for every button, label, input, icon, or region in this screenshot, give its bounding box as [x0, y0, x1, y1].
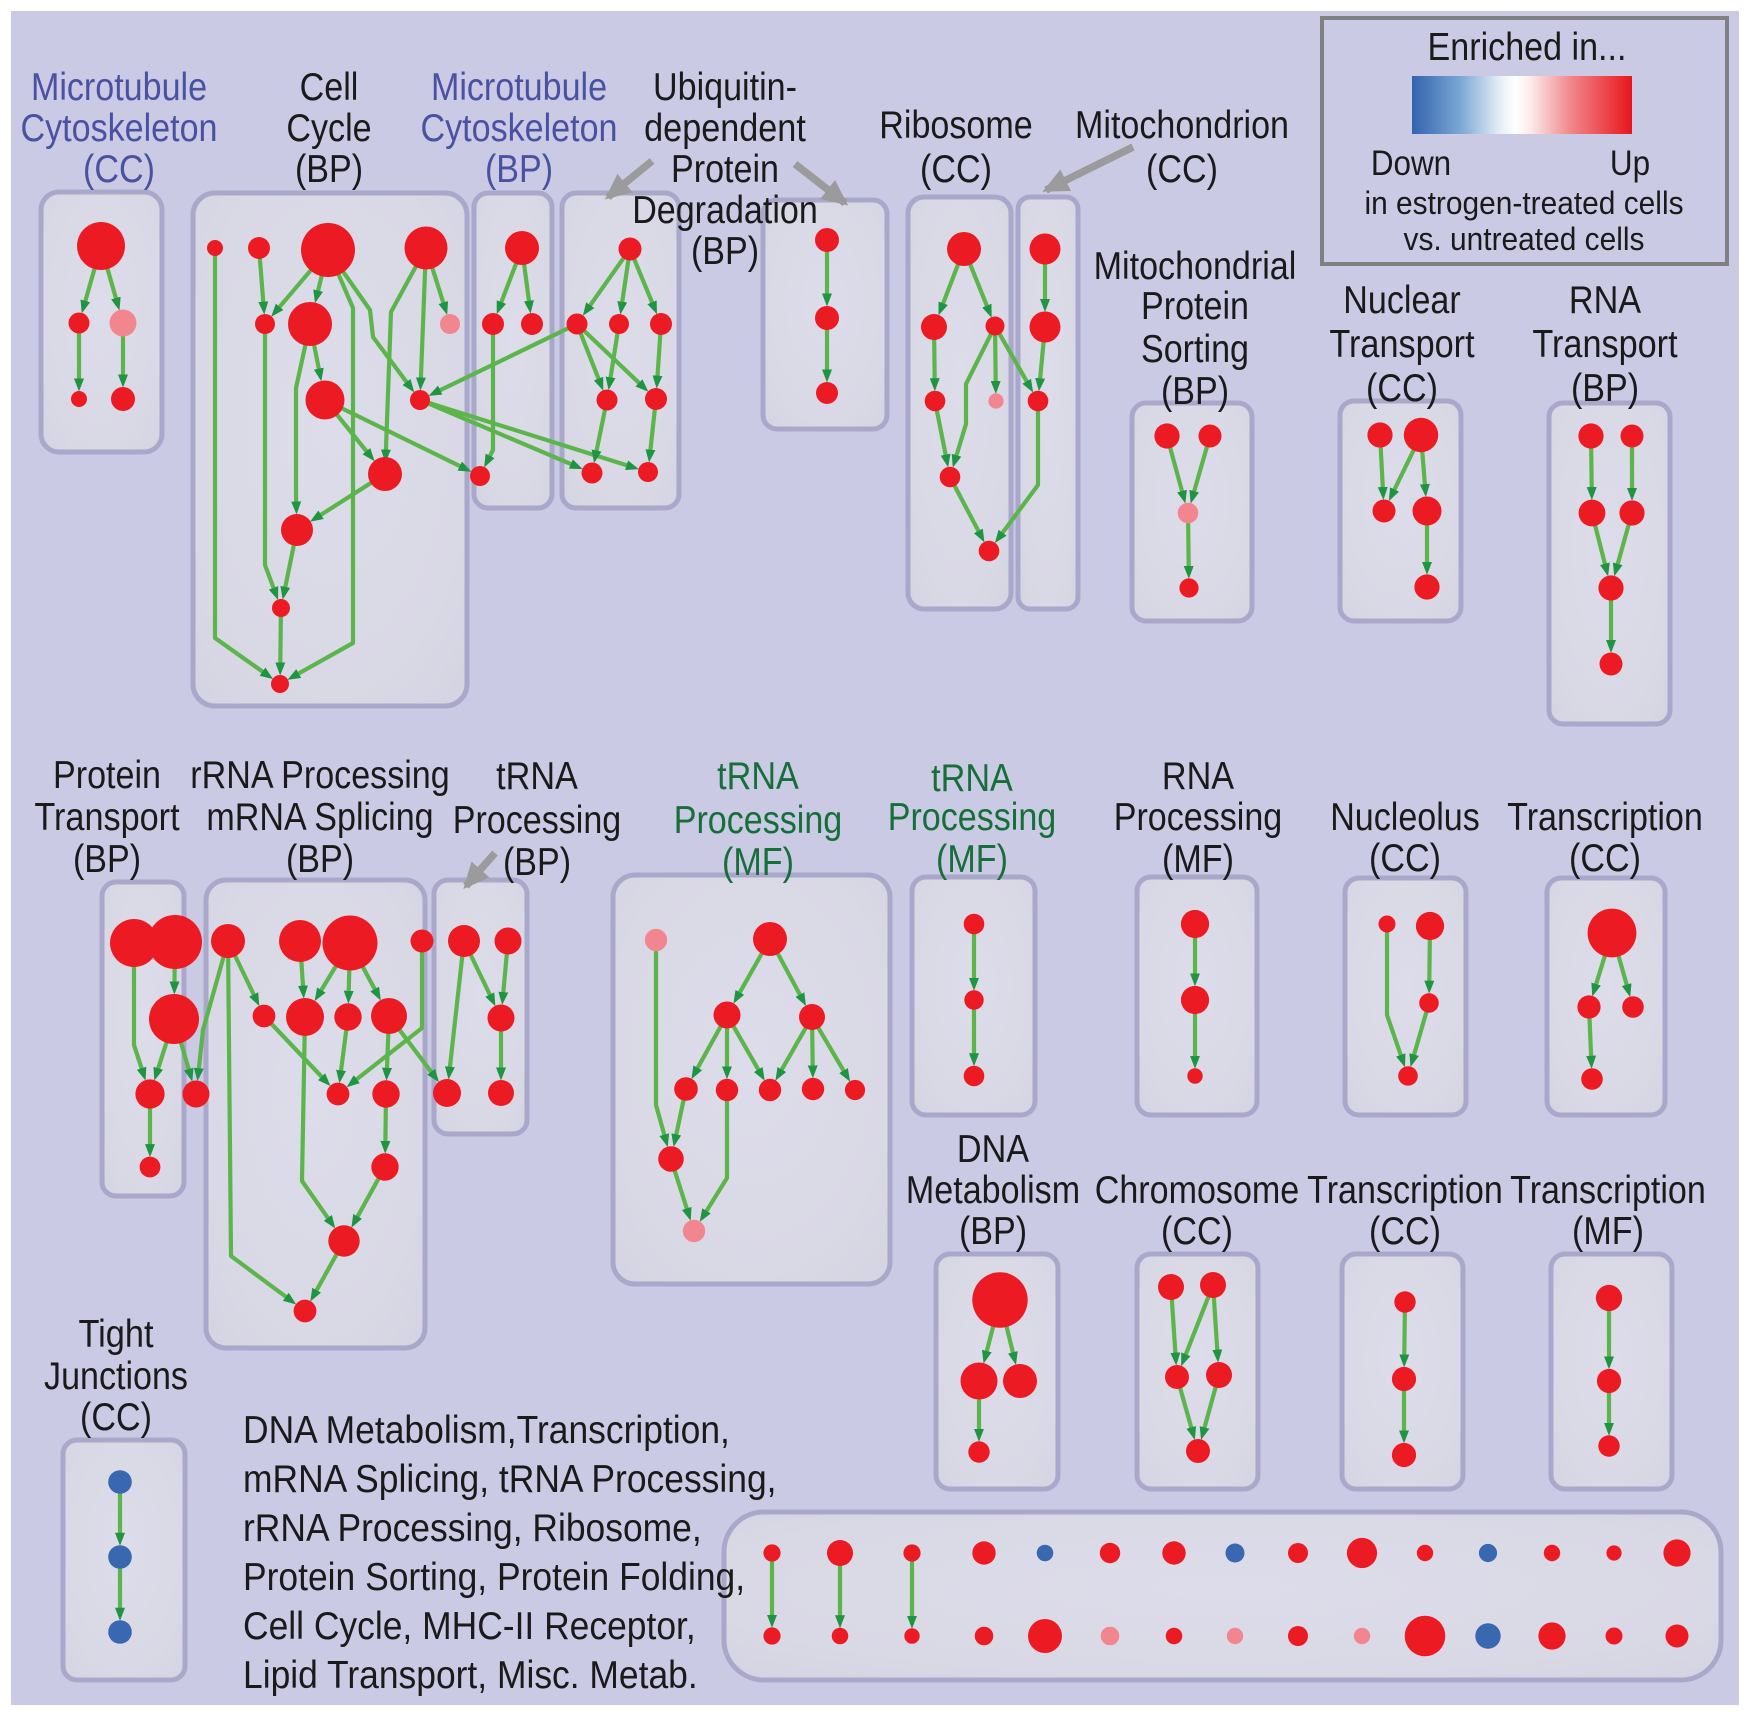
svg-text:(CC): (CC) — [1366, 367, 1438, 410]
svg-text:Transport: Transport — [1329, 323, 1474, 366]
svg-text:(CC): (CC) — [83, 148, 155, 191]
svg-text:(CC): (CC) — [1161, 1210, 1233, 1253]
svg-text:Transport: Transport — [1532, 323, 1677, 366]
svg-text:rRNA Processing: rRNA Processing — [190, 754, 449, 797]
svg-text:Transcription: Transcription — [1510, 1169, 1706, 1212]
svg-text:rRNA Processing, Ribosome,: rRNA Processing, Ribosome, — [243, 1507, 702, 1550]
svg-text:Microtubule: Microtubule — [431, 66, 607, 109]
svg-text:(BP): (BP) — [73, 838, 141, 881]
svg-text:Chromosome: Chromosome — [1095, 1169, 1300, 1212]
svg-text:Ribosome: Ribosome — [879, 104, 1032, 147]
svg-text:DNA Metabolism,Transcription,: DNA Metabolism,Transcription, — [243, 1409, 730, 1452]
svg-text:mRNA Splicing: mRNA Splicing — [206, 796, 433, 839]
svg-text:Protein: Protein — [671, 148, 779, 191]
svg-text:Protein: Protein — [53, 754, 161, 797]
svg-text:Cytoskeleton: Cytoskeleton — [21, 107, 218, 150]
svg-text:(CC): (CC) — [1146, 148, 1218, 191]
svg-text:(BP): (BP) — [286, 838, 354, 881]
svg-text:(BP): (BP) — [691, 230, 759, 273]
svg-text:Mitochondrial: Mitochondrial — [1094, 245, 1297, 288]
svg-text:Cell Cycle, MHC-II Receptor,: Cell Cycle, MHC-II Receptor, — [243, 1605, 696, 1648]
svg-text:mRNA Splicing, tRNA Processing: mRNA Splicing, tRNA Processing, — [243, 1458, 777, 1501]
svg-text:(CC): (CC) — [1369, 837, 1441, 880]
svg-text:Degradation: Degradation — [632, 189, 818, 232]
svg-text:Cycle: Cycle — [286, 107, 371, 150]
svg-text:Processing: Processing — [453, 799, 622, 842]
svg-text:(CC): (CC) — [80, 1396, 152, 1439]
svg-text:(BP): (BP) — [503, 841, 571, 884]
svg-text:tRNA: tRNA — [496, 755, 578, 798]
svg-text:(MF): (MF) — [722, 841, 794, 884]
svg-text:(BP): (BP) — [295, 148, 363, 191]
svg-text:RNA: RNA — [1569, 279, 1641, 322]
svg-text:(MF): (MF) — [1572, 1210, 1644, 1253]
svg-text:dependent: dependent — [644, 107, 806, 150]
svg-text:(MF): (MF) — [936, 838, 1008, 881]
svg-text:(MF): (MF) — [1162, 838, 1234, 881]
svg-text:(BP): (BP) — [1571, 367, 1639, 410]
svg-text:RNA: RNA — [1162, 755, 1234, 798]
svg-text:DNA: DNA — [957, 1128, 1029, 1171]
svg-text:in estrogen-treated cells: in estrogen-treated cells — [1364, 185, 1683, 221]
svg-text:Nucleolus: Nucleolus — [1330, 796, 1480, 839]
svg-text:(CC): (CC) — [1369, 1210, 1441, 1253]
svg-text:Down: Down — [1371, 143, 1451, 183]
svg-text:Lipid Transport, Misc. Metab.: Lipid Transport, Misc. Metab. — [243, 1654, 698, 1697]
svg-text:Cell: Cell — [300, 66, 359, 109]
svg-text:tRNA: tRNA — [931, 757, 1013, 800]
svg-text:(CC): (CC) — [1569, 837, 1641, 880]
svg-text:Enriched in...: Enriched in... — [1428, 26, 1627, 69]
svg-text:Up: Up — [1610, 143, 1650, 183]
svg-text:tRNA: tRNA — [717, 755, 799, 798]
svg-text:Transport: Transport — [34, 796, 179, 839]
svg-text:(BP): (BP) — [1161, 370, 1229, 413]
svg-text:vs. untreated cells: vs. untreated cells — [1404, 221, 1645, 257]
svg-text:Processing: Processing — [674, 799, 843, 842]
svg-text:Junctions: Junctions — [44, 1355, 188, 1398]
svg-text:Mitochondrion: Mitochondrion — [1075, 104, 1289, 147]
svg-text:Transcription: Transcription — [1307, 1169, 1503, 1212]
svg-text:(BP): (BP) — [959, 1210, 1027, 1253]
svg-text:Ubiquitin-: Ubiquitin- — [653, 66, 797, 109]
svg-text:Metabolism: Metabolism — [906, 1169, 1080, 1212]
svg-text:Nuclear: Nuclear — [1343, 279, 1461, 322]
svg-text:(CC): (CC) — [920, 148, 992, 191]
svg-text:Cytoskeleton: Cytoskeleton — [421, 107, 618, 150]
svg-text:Microtubule: Microtubule — [31, 66, 207, 109]
svg-text:Transcription: Transcription — [1507, 796, 1703, 839]
svg-text:(BP): (BP) — [485, 148, 553, 191]
svg-text:Protein: Protein — [1141, 285, 1249, 328]
svg-text:Processing: Processing — [1114, 796, 1283, 839]
svg-text:Protein Sorting, Protein Foldi: Protein Sorting, Protein Folding, — [243, 1556, 745, 1599]
svg-text:Sorting: Sorting — [1141, 328, 1249, 371]
svg-text:Tight: Tight — [78, 1313, 153, 1356]
svg-text:Processing: Processing — [888, 796, 1057, 839]
